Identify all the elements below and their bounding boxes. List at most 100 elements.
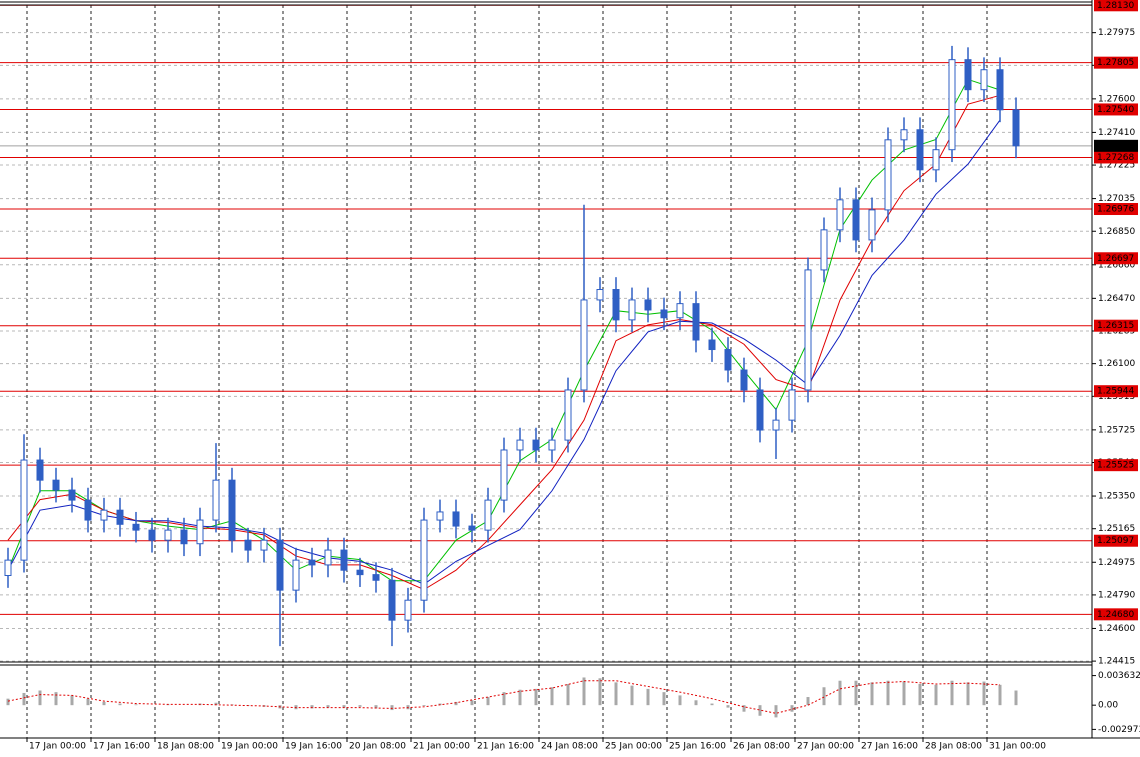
x-tick-label: 20 Jan 08:00: [349, 742, 406, 752]
candle-body: [564, 389, 572, 441]
candle-body: [628, 299, 636, 321]
candle-body: [1012, 109, 1020, 147]
candle-body: [724, 349, 732, 371]
candle-body: [996, 69, 1004, 111]
candle-body: [452, 511, 460, 527]
y-tick-label: 1.27410: [1098, 128, 1135, 138]
x-tick-label: 21 Jan 16:00: [477, 742, 534, 752]
candle-body: [596, 289, 604, 301]
candle-body: [4, 559, 12, 576]
level-label: 1.26697: [1097, 254, 1134, 264]
y-tick-label: 1.26100: [1098, 359, 1135, 369]
candle-body: [100, 509, 108, 521]
candle-body: [228, 479, 236, 541]
candle-body: [116, 509, 124, 525]
y-tick-label: 1.25165: [1098, 524, 1135, 534]
current-price-label: 1.27334: [1097, 141, 1134, 151]
candle-body: [68, 489, 76, 501]
level-label-box: [1094, 103, 1138, 116]
level-label-box: [1094, 319, 1138, 332]
candle-body: [404, 599, 412, 621]
candle-body: [196, 519, 204, 545]
candle-body: [836, 199, 844, 231]
y-tick-label: 1.24975: [1098, 558, 1135, 568]
y-tick-label: 1.25350: [1098, 492, 1135, 502]
y-tick-label: 1.26470: [1098, 294, 1135, 304]
level-label: 1.26315: [1097, 321, 1134, 331]
candle-body: [964, 59, 972, 91]
x-tick-label: 31 Jan 00:00: [989, 742, 1046, 752]
y-tick-label: 1.26850: [1098, 227, 1135, 237]
candle-body: [612, 289, 620, 321]
level-label: 1.24680: [1097, 610, 1134, 620]
candle-body: [420, 519, 428, 601]
candle-body: [20, 459, 28, 561]
grid: [0, 5, 1092, 738]
candle-body: [580, 299, 588, 391]
level-label: 1.25944: [1097, 387, 1134, 397]
y-tick-label: 1.27975: [1098, 28, 1135, 38]
level-label-box: [1094, 203, 1138, 216]
level-label-box: [1094, 151, 1138, 164]
candle-body: [36, 459, 44, 481]
x-tick-label: 19 Jan 16:00: [285, 742, 342, 752]
candle-body: [804, 269, 812, 391]
candle-body: [212, 479, 220, 521]
candle-body: [548, 439, 556, 451]
level-label-box: [1094, 534, 1138, 547]
candle-body: [756, 389, 764, 431]
level-label: 1.25525: [1097, 461, 1134, 471]
y-tick-label: 1.26660: [1098, 260, 1135, 270]
y-tick-label: 1.24415: [1098, 657, 1135, 667]
candle-body: [308, 559, 316, 566]
moving-average: [7, 119, 1001, 585]
candle-body: [180, 529, 188, 545]
x-tick-label: 27 Jan 16:00: [861, 742, 918, 752]
candle-body: [900, 129, 908, 141]
candle-body: [84, 499, 92, 521]
candle-body: [164, 529, 172, 541]
level-label-box: [1094, 459, 1138, 472]
x-tick-label: 19 Jan 00:00: [221, 742, 278, 752]
candle-body: [292, 559, 300, 591]
candle-body: [852, 199, 860, 241]
candle-body: [276, 539, 284, 591]
candle-body: [500, 449, 508, 501]
axes: [0, 0, 1140, 739]
candle-body: [516, 439, 524, 451]
candle-body: [244, 539, 252, 551]
candle-body: [884, 139, 892, 211]
candle-body: [52, 479, 60, 491]
candle-body: [948, 59, 956, 151]
candle-body: [484, 499, 492, 531]
moving-average: [7, 94, 1001, 591]
level-label: 1.27805: [1097, 58, 1134, 68]
level-label: 1.26976: [1097, 205, 1134, 215]
candle-body: [980, 69, 988, 91]
candle-body: [788, 389, 796, 421]
candle-body: [708, 339, 716, 351]
candle-body: [660, 309, 668, 319]
candle-body: [324, 549, 332, 566]
x-tick-label: 21 Jan 00:00: [413, 742, 470, 752]
candle-body: [532, 439, 540, 451]
candle-body: [692, 303, 700, 341]
osc-y-tick-label: 0.003632: [1098, 671, 1140, 681]
candle-body: [372, 574, 380, 581]
osc-y-tick-label: -0.002973: [1098, 725, 1140, 735]
x-tick-label: 25 Jan 00:00: [605, 742, 662, 752]
candle-body: [868, 209, 876, 241]
x-tick-label: 25 Jan 16:00: [669, 742, 726, 752]
candle-body: [820, 229, 828, 271]
candle-body: [740, 369, 748, 391]
current-price-box: [1094, 139, 1138, 152]
level-label: 1.27268: [1097, 153, 1134, 163]
candle-body: [772, 419, 780, 431]
y-tick-label: 1.27225: [1098, 161, 1135, 171]
osc-y-tick-label: 0.00: [1098, 701, 1118, 711]
level-label-box: [1094, 385, 1138, 398]
x-tick-label: 26 Jan 08:00: [733, 742, 790, 752]
candle-body: [644, 299, 652, 311]
